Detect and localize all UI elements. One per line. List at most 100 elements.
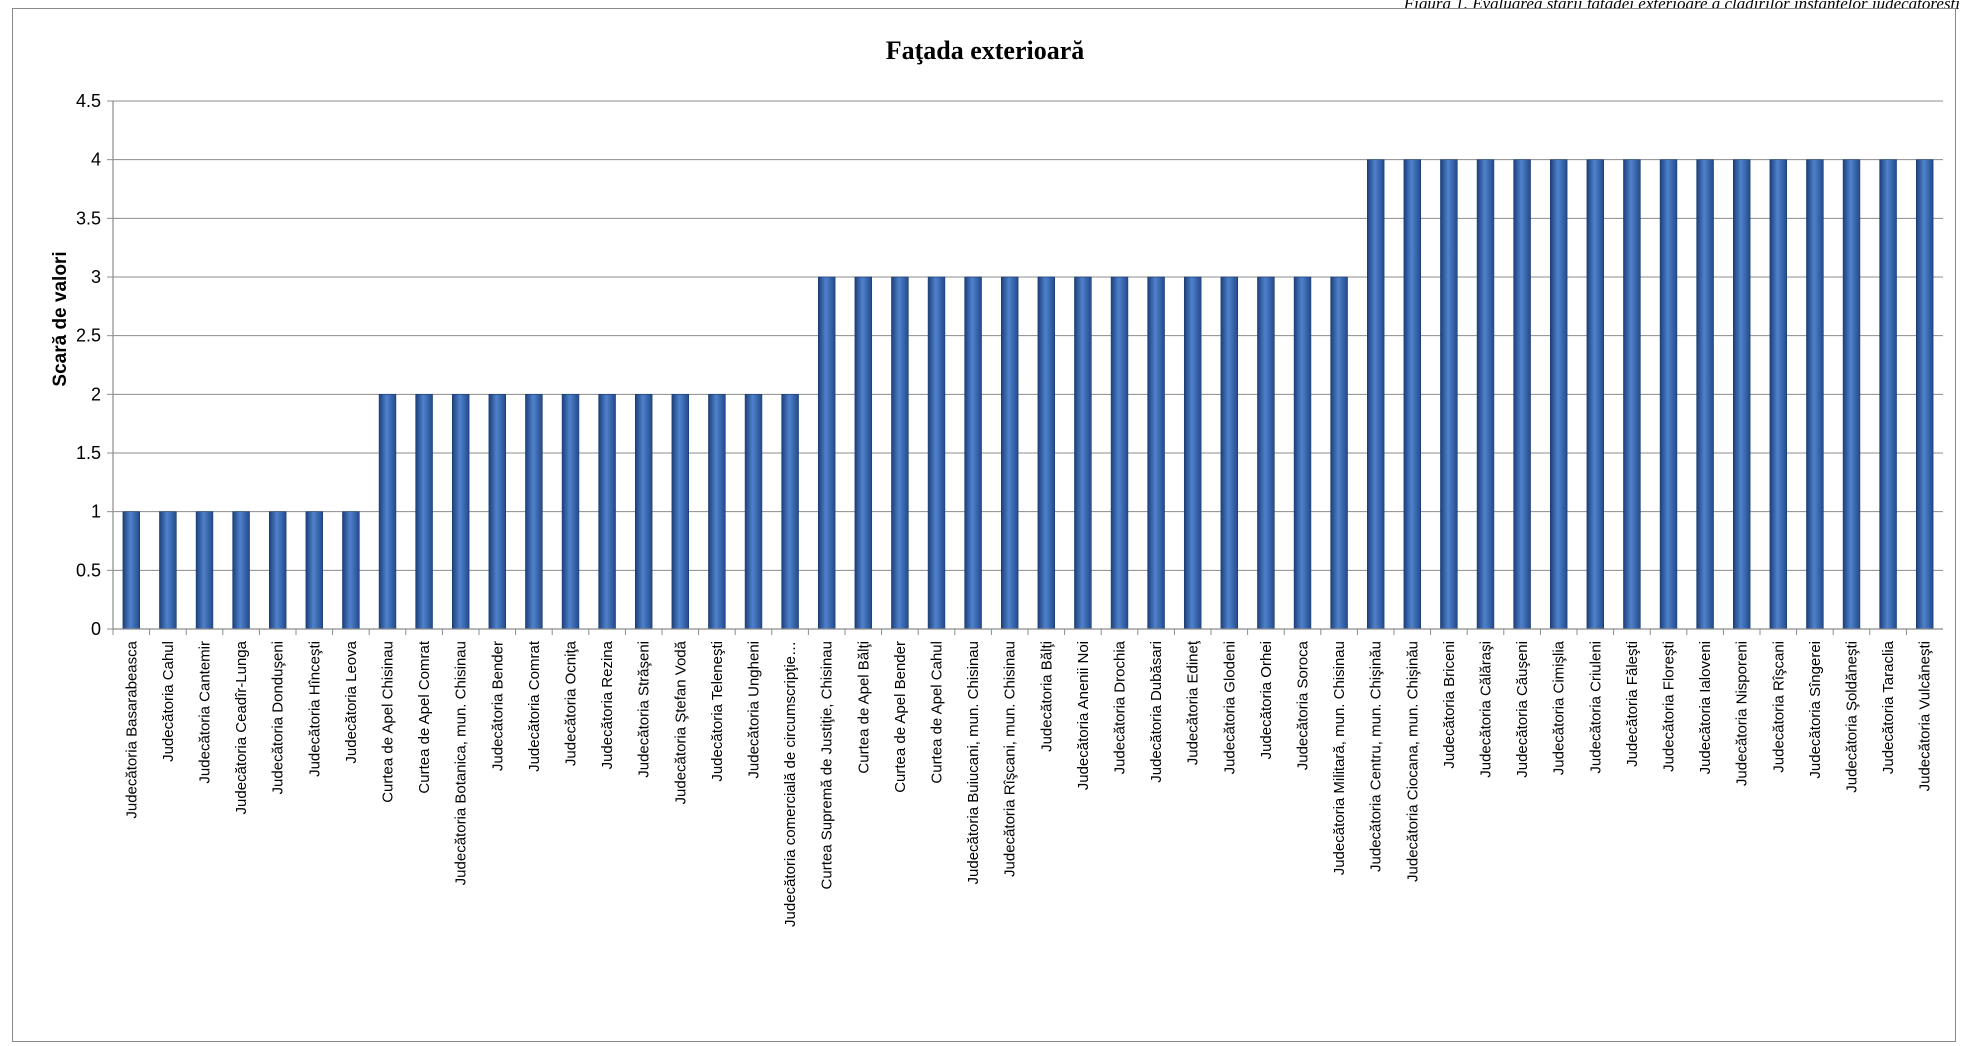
x-tick-label: Judecătoria Ungheni bbox=[746, 641, 763, 779]
bar bbox=[891, 276, 909, 630]
bar bbox=[964, 276, 982, 630]
bar bbox=[451, 394, 470, 630]
chart-title: Faţada exterioară bbox=[886, 36, 1085, 65]
x-tick-label: Curtea de Apel Bălţi bbox=[855, 641, 872, 774]
bar bbox=[781, 394, 799, 630]
bar bbox=[1440, 159, 1458, 630]
x-tick-label: Judecătoria Nisporeni bbox=[1734, 641, 1751, 786]
x-tick-label: Judecătoria comercială de circumscripţie… bbox=[782, 641, 799, 927]
bar bbox=[1513, 159, 1531, 630]
x-tick-label: Curtea de Apel Comrat bbox=[416, 640, 433, 793]
bar bbox=[305, 511, 324, 630]
bar bbox=[1769, 159, 1788, 630]
bar bbox=[1147, 276, 1165, 630]
bar bbox=[817, 276, 836, 630]
bar bbox=[1183, 276, 1202, 630]
y-tick-label: 1.5 bbox=[76, 443, 101, 463]
bars bbox=[122, 159, 1934, 630]
x-tick-label: Judecătoria Buiucani, mun. Chisinau bbox=[965, 641, 982, 884]
x-tick-label: Judecătoria Donduşeni bbox=[270, 641, 287, 794]
bar bbox=[1037, 276, 1056, 630]
x-tick-label: Curtea de Apel Bender bbox=[892, 641, 909, 793]
bar bbox=[671, 394, 690, 630]
y-axis-label: Scară de valori bbox=[50, 251, 71, 386]
bar bbox=[927, 276, 946, 630]
x-tick-label: Judecătoria Ştefan Vodă bbox=[672, 640, 689, 804]
bar bbox=[561, 394, 580, 630]
x-tick-label: Judecătoria Rîşcani bbox=[1770, 641, 1787, 773]
x-tick-label: Judecătoria Bender bbox=[489, 641, 506, 771]
y-tick-label: 4 bbox=[91, 150, 101, 170]
y-tick-label: 0.5 bbox=[76, 560, 101, 580]
bar-chart: Faţada exterioară Scară de valori 0 0.5 1 1… bbox=[50, 36, 1943, 927]
x-tick-label: Judecătoria Edineţ bbox=[1185, 640, 1202, 765]
x-tick-label: Judecătoria Străşeni bbox=[636, 641, 653, 778]
bar bbox=[1696, 159, 1714, 630]
x-tick-label: Judecătoria Soroca bbox=[1295, 640, 1312, 770]
x-tick-label: Judecătoria Taraclia bbox=[1880, 640, 1897, 774]
y-tick-label: 3.5 bbox=[76, 208, 101, 228]
bar bbox=[378, 394, 397, 630]
x-tick-label: Judecătoria Rezina bbox=[599, 640, 616, 769]
bar bbox=[1915, 159, 1934, 630]
bar bbox=[122, 511, 141, 630]
x-tick-label: Judecătoria Hînceşti bbox=[306, 641, 323, 777]
y-tick-label: 3 bbox=[91, 267, 101, 287]
x-tick-label: Curtea Supremă de Justiţie, Chisinau bbox=[819, 641, 836, 889]
bar bbox=[1476, 159, 1495, 630]
x-tick-label: Judecătoria Şoldăneşti bbox=[1844, 641, 1861, 793]
x-tick-label: Judecătoria Orhei bbox=[1258, 641, 1275, 759]
bar bbox=[1330, 276, 1348, 630]
x-tick-label: Judecătoria Cimişlia bbox=[1551, 640, 1568, 775]
bar bbox=[195, 511, 214, 630]
y-tick-label: 0 bbox=[91, 619, 101, 639]
x-tick-label: Judecătoria Basarabeasca bbox=[123, 640, 140, 818]
x-tick-label: Judecătoria Bălţi bbox=[1038, 641, 1055, 752]
x-tick-label: Judecătoria Centru, mun. Chişinău bbox=[1368, 641, 1385, 872]
x-tick-label: Judecătoria Glodeni bbox=[1221, 641, 1238, 774]
x-tick-label: Judecătoria Ceadîr-Lunga bbox=[233, 640, 250, 814]
x-tick-label: Judecătoria Floreşti bbox=[1661, 641, 1678, 772]
x-tick-label: Judecătoria Briceni bbox=[1441, 641, 1458, 769]
bar bbox=[342, 511, 360, 630]
x-tick-label: Judecătoria Vulcăneşti bbox=[1917, 641, 1934, 791]
bar bbox=[1623, 159, 1641, 630]
x-tick-label: Judecătoria Căuşeni bbox=[1514, 641, 1531, 778]
x-tick-label: Judecătoria Cahul bbox=[160, 641, 177, 762]
y-tick-label: 2.5 bbox=[76, 326, 101, 346]
x-tick-label: Judecătoria Botanica, mun. Chisinau bbox=[453, 641, 470, 885]
x-tick-label: Judecătoria Anenii Noi bbox=[1075, 641, 1092, 790]
x-tick-label: Judecătoria Sîngerei bbox=[1807, 641, 1824, 779]
x-tick-label: Curtea de Apel Cahul bbox=[929, 641, 946, 784]
bar bbox=[598, 394, 616, 630]
bar bbox=[159, 511, 177, 630]
x-tick-label: Judecătoria Cantemir bbox=[197, 641, 214, 784]
x-tick-label: Judecătoria Criuleni bbox=[1587, 641, 1604, 774]
x-tick-label: Curtea de Apel Chisinau bbox=[380, 641, 397, 803]
x-tick-label: Judecătoria Ciocana, mun. Chişinău bbox=[1404, 641, 1421, 882]
x-axis-labels: Judecătoria Basarabeasca Judecătoria Cahu… bbox=[112, 629, 1934, 927]
bar bbox=[488, 394, 507, 630]
y-axis-ticks: 0 0.5 1 1.5 2 2.5 3 3.5 4 4.5 bbox=[76, 91, 113, 639]
bar bbox=[708, 394, 726, 630]
bar bbox=[1879, 159, 1897, 630]
bar bbox=[744, 394, 763, 630]
bar bbox=[1549, 159, 1568, 630]
bar bbox=[415, 394, 433, 630]
bar bbox=[1806, 159, 1824, 630]
bar bbox=[1659, 159, 1678, 630]
x-tick-label: Judecătoria Militară, mun. Chisinau bbox=[1331, 641, 1348, 875]
x-tick-label: Judecătoria Teleneşti bbox=[709, 641, 726, 782]
bar bbox=[232, 511, 250, 630]
bar bbox=[268, 511, 287, 630]
bar bbox=[854, 276, 873, 630]
bar bbox=[1732, 159, 1751, 630]
x-tick-label: Judecătoria Făleşti bbox=[1624, 641, 1641, 767]
bar bbox=[1403, 159, 1422, 630]
bar bbox=[1110, 276, 1129, 630]
bar bbox=[1586, 159, 1605, 630]
y-tick-label: 2 bbox=[91, 384, 101, 404]
y-tick-label: 1 bbox=[91, 502, 101, 522]
x-tick-label: Judecătoria Dubăsari bbox=[1148, 641, 1165, 783]
bar bbox=[525, 394, 543, 630]
